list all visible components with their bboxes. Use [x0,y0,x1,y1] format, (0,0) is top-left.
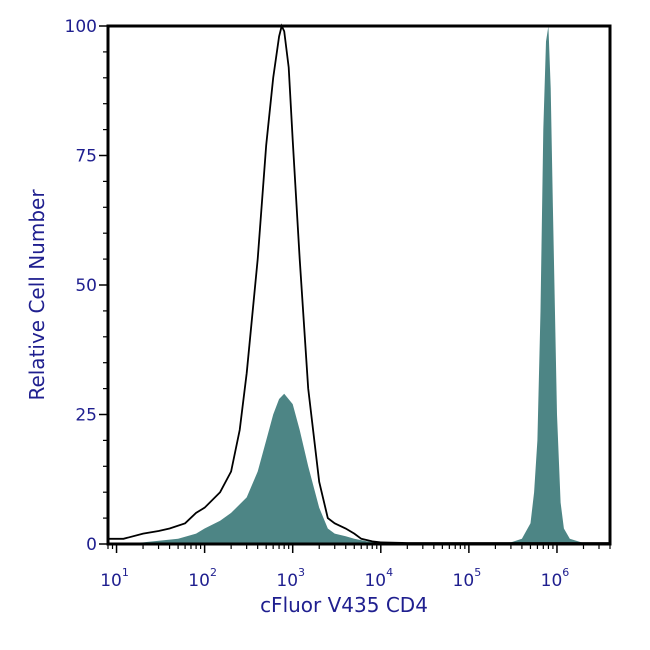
x-tick-exponent: 6 [562,566,569,579]
y-tick-label: 25 [75,406,97,426]
x-tick-exponent: 2 [210,566,217,579]
x-tick-exponent: 1 [122,566,129,579]
x-tick-base: 10 [453,571,475,591]
series-line-unstained-control [108,23,610,544]
y-tick-label: 0 [86,535,97,555]
y-axis-title: Relative Cell Number [25,189,49,401]
y-tick-label: 50 [75,276,97,296]
x-tick-label: 105 [453,566,482,591]
x-tick-label: 102 [188,566,217,591]
x-tick-base: 10 [364,571,386,591]
x-tick-base: 10 [188,571,210,591]
plot-frame [106,24,612,546]
x-tick-base: 10 [100,571,122,591]
y-tick-label: 100 [65,17,97,37]
x-tick-exponent: 3 [298,566,305,579]
x-tick-label: 106 [541,566,570,591]
x-axis-title: cFluor V435 CD4 [260,593,428,617]
x-tick-label: 101 [100,566,129,591]
x-tick-exponent: 5 [474,566,481,579]
x-tick-base: 10 [276,571,298,591]
y-tick-label: 75 [75,147,97,167]
series-area-cfluor-v435-cd4 [108,26,610,544]
x-tick-exponent: 4 [386,566,393,579]
x-tick-base: 10 [541,571,563,591]
x-tick-label: 104 [364,566,393,591]
x-tick-label: 103 [276,566,305,591]
